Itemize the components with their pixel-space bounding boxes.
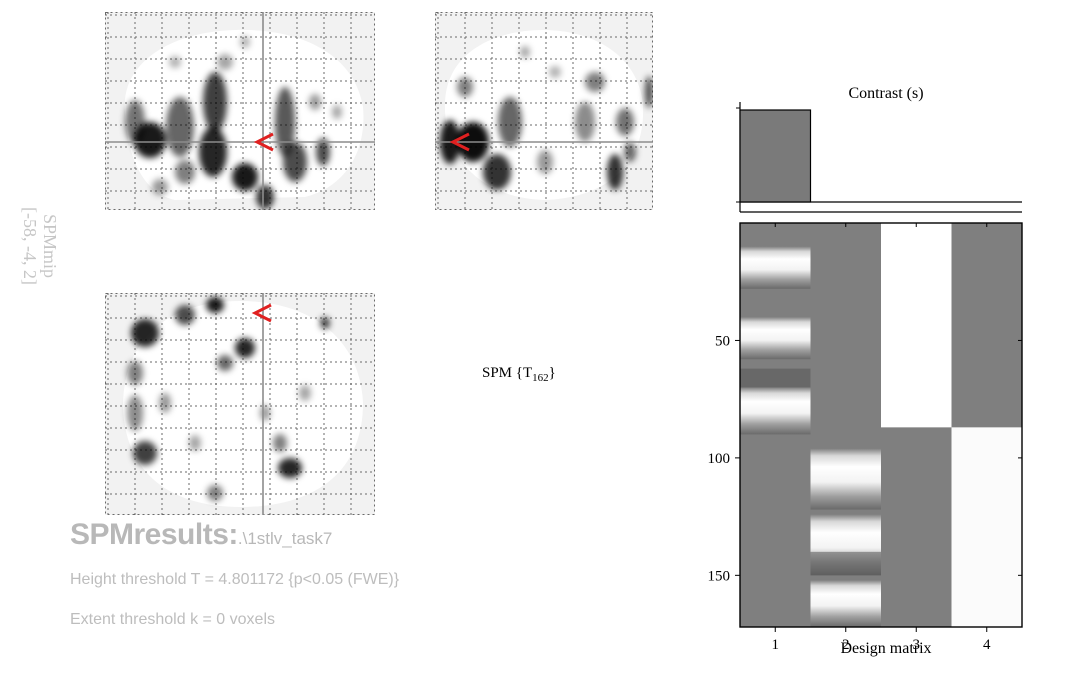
design-matrix-column-label: 2	[842, 637, 850, 653]
design-matrix-title: Design matrix	[840, 640, 931, 657]
cursor-marker	[253, 132, 274, 152]
glass-brain-transverse	[105, 293, 375, 515]
contrast-plot	[736, 102, 1022, 213]
stat-prefix: SPM {T	[482, 365, 533, 381]
design-matrix-column-label: 4	[983, 637, 991, 653]
contrast-title: Contrast (s)	[848, 85, 923, 102]
stat-suffix: }	[548, 365, 556, 381]
cursor-marker	[449, 132, 470, 152]
design-matrix-row-label: 100	[708, 451, 731, 467]
results-title: SPMresults:.\1stlv_task7	[70, 518, 332, 552]
results-title-text: SPMresults:	[70, 518, 238, 551]
design-matrix-column-label: 1	[772, 637, 780, 653]
extent-threshold: Extent threshold k = 0 voxels	[70, 611, 275, 628]
mip-title: SPMmip	[40, 213, 60, 279]
task-block	[810, 448, 881, 510]
height-threshold: Height threshold T = 4.801172 {p<0.05 (F…	[70, 571, 400, 588]
session-2-constant	[951, 427, 1022, 627]
glass-brain-sagittal	[105, 12, 375, 210]
contrast-design-panel: Contrast (s) 1 2 3 4 50 100 150 Design matrix	[708, 85, 1023, 657]
mip-coordinate-label: SPMmip [-58, -4, 2]	[20, 207, 60, 285]
glass-brain-coronal	[435, 12, 653, 210]
contrast-bar	[739, 109, 812, 203]
cursor-coordinates: [-58, -4, 2]	[20, 207, 40, 285]
task-block	[810, 580, 881, 627]
cursor-marker	[251, 303, 272, 323]
design-matrix-row-label: 50	[715, 333, 730, 349]
mip-grid	[105, 12, 375, 210]
session-1-constant	[881, 223, 952, 428]
design-matrix-plot: 1 2 3 4 50 100 150	[708, 222, 1023, 653]
design-matrix-row-label: 150	[708, 568, 731, 584]
task-block	[740, 387, 811, 435]
task-block	[740, 316, 811, 360]
design-matrix-column-label: 3	[913, 637, 921, 653]
results-path: .\1stlv_task7	[237, 529, 333, 548]
stat-df: 162	[532, 372, 549, 384]
stat-label: SPM {T162}	[482, 365, 556, 384]
task-block	[740, 246, 811, 289]
